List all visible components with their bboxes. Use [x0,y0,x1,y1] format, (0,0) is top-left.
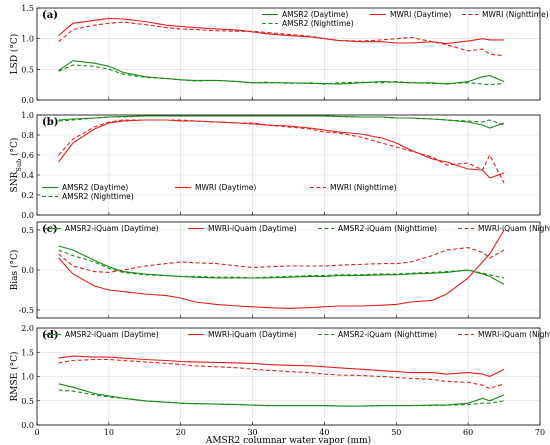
y-tick-label: 0.5 [21,397,34,406]
y-axis-label-main: LSD [10,55,20,74]
y-axis-label: RMSE (°C) [9,351,20,401]
panel-c: -0.5 0.0 0.5 Bias (°C) (c) AMSR2-iQuam (Dayti… [9,221,550,319]
series-line-mwri-solid [58,355,505,378]
y-tick-label: 0.5 [21,226,34,235]
x-tick-label: 0 [34,428,39,437]
y-tick-label: 0.0 [21,96,34,105]
panel-b: 0.0 0.2 0.4 0.6 0.8 1.0 SNRSub (°C) (b) AMSR2 (D… [9,111,541,220]
series-line-amsr2-solid [58,383,505,407]
y-axis-unit: (°C) [9,250,20,271]
y-tick-label: 2.0 [21,324,34,333]
y-axis-unit: (°C) [9,138,20,159]
panel-label: (b) [42,117,58,128]
legend-entry: AMSR2 (Daytime) [62,183,128,192]
series-line-mwri-dashed [58,247,505,273]
y-axis-label: LSD (°C) [9,34,20,75]
panel-label: (c) [42,224,58,235]
legend-entry: MWRI (Nighttime) [330,183,397,192]
y-tick-label: 0.2 [21,191,34,200]
x-tick-label: 10 [104,428,114,437]
x-tick-label: 40 [319,428,329,437]
axes-frame [36,114,541,216]
y-axis-label-main: RMSE [10,373,20,402]
y-tick-label: 0.6 [21,151,34,160]
y-tick-label: -0.5 [19,306,34,315]
x-tick-label: 70 [535,428,545,437]
y-axis-label: Bias (°C) [9,250,20,291]
x-tick-label: 50 [391,428,401,437]
y-tick-label: 0.0 [21,211,34,220]
y-tick-label: 1.5 [21,4,34,13]
y-tick-label: 1.5 [21,348,34,357]
series-line-amsr2-dashed [58,389,505,407]
y-tick-label: 0.0 [21,266,34,275]
series-line-mwri-dashed [58,21,505,57]
y-axis-unit: (°C) [9,34,20,55]
series-line-amsr2-solid [58,60,505,85]
series-line-amsr2-dashed [58,115,505,126]
y-axis-label-main: SNR [10,171,20,192]
x-axis-label: AMSR2 columnar water vapor (mm) [205,435,371,445]
legend-entry: AMSR2 (Daytime) [282,10,348,19]
legend-entry: MWRI (Nighttime) [482,10,549,19]
panel-a: 0.0 0.5 1.0 1.5 LSD (°C) (a) AMSR2 (Daytime)AM… [9,4,549,105]
panel-label: (a) [42,10,58,21]
legend-entry: AMSR2-iQuam (Nighttime) [338,224,437,233]
y-axis-unit: (°C) [9,351,20,372]
y-tick-label: 1.0 [21,35,34,44]
legend-entry: AMSR2 (Nighttime) [62,192,134,201]
y-tick-label: 0.4 [21,171,34,180]
y-tick-label: 0.5 [21,65,34,74]
legend-entry: MWRI-iQuam (Nighttime) [478,224,550,233]
x-tick-label: 30 [247,428,257,437]
series-line-amsr2-solid [58,245,505,285]
legend-entry: MWRI (Daytime) [195,183,256,192]
series-line-amsr2-dashed [58,249,505,279]
y-tick-label: 0.8 [21,131,34,140]
x-tick-label: 20 [176,428,186,437]
series-line-mwri-solid [58,229,505,309]
legend-entry: AMSR2-iQuam (Daytime) [65,330,159,339]
legend-entry: MWRI-iQuam (Daytime) [208,224,297,233]
y-axis-label-main: Bias [10,271,20,291]
y-tick-label: 0.0 [21,421,34,430]
y-tick-label: 1.0 [21,373,34,382]
series-line-mwri-dashed [58,119,505,184]
series-line-mwri-solid [58,119,505,179]
series-line-mwri-solid [58,17,505,45]
series-line-mwri-dashed [58,358,505,390]
legend-entry: AMSR2-iQuam (Nighttime) [338,330,437,339]
legend-entry: MWRI-iQuam (Nighttime) [478,330,550,339]
series-line-amsr2-dashed [58,64,505,86]
y-axis-label: SNRSub (°C) [9,138,23,193]
axes-frame [36,7,541,101]
legend-entry: MWRI (Daytime) [390,10,451,19]
x-tick-label: 60 [463,428,473,437]
panel-label: (d) [42,330,58,341]
y-axis-label-subscript: Sub [15,159,23,172]
legend-entry: AMSR2-iQuam (Daytime) [65,224,159,233]
legend-entry: MWRI-iQuam (Daytime) [208,330,297,339]
y-tick-label: 1.0 [21,111,34,120]
legend-entry: AMSR2 (Nighttime) [282,19,354,28]
